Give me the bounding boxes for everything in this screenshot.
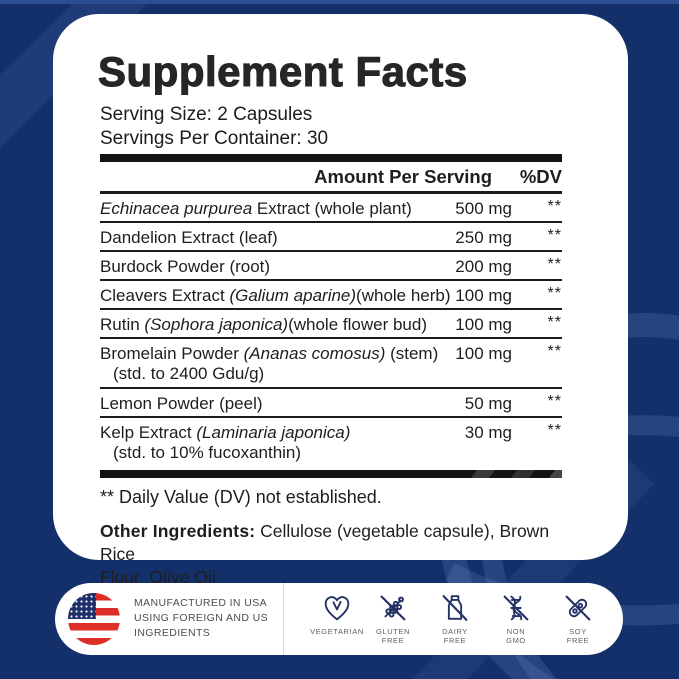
usa-flag-icon xyxy=(68,593,120,645)
panel-title: Supplement Facts xyxy=(97,48,468,95)
ingredient-table: Echinacea purpurea Extract (whole plant)… xyxy=(100,194,562,466)
badge-label: SOY FREE xyxy=(566,627,590,645)
badge-gluten-free: GLUTEN FREE xyxy=(358,591,428,645)
ingredient-row: Burdock Powder (root) 200 mg ** xyxy=(100,252,562,281)
ingredient-row: Lemon Powder (peel) 50 mg ** xyxy=(100,389,562,418)
column-header-dv: %DV xyxy=(519,166,562,187)
ingredient-amount: 100 mg xyxy=(455,286,512,305)
other-ingredients-line1: Cellulose (vegetable capsule), Brown Ric… xyxy=(100,521,554,564)
vegetarian-icon xyxy=(302,591,372,625)
other-ingredients-label: Other Ingredients: xyxy=(100,521,256,541)
ingredient-amount: 100 mg xyxy=(455,344,512,363)
ingredient-name: Kelp Extract (Laminaria japonica) (std. t… xyxy=(100,423,428,463)
serving-size-text: Serving Size: 2 Capsules xyxy=(100,104,313,125)
badge-bar: MANUFACTURED IN USA USING FOREIGN AND US… xyxy=(55,583,623,655)
flag-canton-stars xyxy=(68,593,96,619)
table-header-row: Amount Per Serving %DV xyxy=(100,162,562,194)
ingredient-amount: 500 mg xyxy=(455,199,512,218)
top-accent-line xyxy=(0,0,679,4)
ingredient-dv: ** xyxy=(547,256,562,273)
ingredient-name: Rutin (Sophora japonica)(whole flower bu… xyxy=(100,315,427,334)
badge-dairy-free: DAIRY FREE xyxy=(420,591,490,645)
ingredient-row: Cleavers Extract (Galium aparine)(whole … xyxy=(100,281,562,310)
other-ingredients: Other Ingredients: Cellulose (vegetable … xyxy=(100,520,562,589)
column-header-amount: Amount Per Serving xyxy=(314,166,492,187)
made-in-usa-text: MANUFACTURED IN USA USING FOREIGN AND US… xyxy=(134,596,268,641)
gluten-free-icon xyxy=(358,591,428,625)
ingredient-amount: 100 mg xyxy=(455,315,512,334)
dv-footnote: ** Daily Value (DV) not established. xyxy=(100,487,382,507)
badge-vegetarian: VEGETARIAN xyxy=(302,591,372,636)
ingredient-name: Cleavers Extract (Galium aparine)(whole … xyxy=(100,286,451,305)
ingredient-name: Bromelain Powder (Ananas comosus) (stem)… xyxy=(100,344,439,383)
ingredient-amount: 200 mg xyxy=(455,257,512,276)
ingredient-row: Echinacea purpurea Extract (whole plant)… xyxy=(100,194,562,223)
ingredient-dv: ** xyxy=(547,285,562,302)
ingredient-standardization: (std. to 10% fucoxanthin) xyxy=(113,443,302,462)
badge-non-gmo: NON GMO xyxy=(481,591,551,645)
ingredient-name: Lemon Powder (peel) xyxy=(100,394,263,413)
badge-label: VEGETARIAN xyxy=(310,627,364,636)
ingredient-dv: ** xyxy=(547,343,562,360)
ingredient-name: Echinacea purpurea Extract (whole plant) xyxy=(100,199,412,218)
ingredient-row: Rutin (Sophora japonica)(whole flower bu… xyxy=(100,310,562,339)
badge-soy-free: SOY FREE xyxy=(543,591,613,645)
ingredient-amount: 250 mg xyxy=(455,228,512,247)
made-in-line: MANUFACTURED IN USA xyxy=(134,597,268,609)
ingredient-name: Burdock Powder (root) xyxy=(100,257,271,276)
servings-per-container-text: Servings Per Container: 30 xyxy=(100,128,329,149)
badge-label: DAIRY FREE xyxy=(442,627,468,645)
thick-divider-top xyxy=(100,154,562,162)
ingredient-amount: 50 mg xyxy=(464,394,512,413)
made-in-line: INGREDIENTS xyxy=(134,627,211,639)
ingredient-row: Bromelain Powder (Ananas comosus) (stem)… xyxy=(100,339,562,389)
ingredient-name: Dandelion Extract (leaf) xyxy=(100,228,278,247)
badge-label: GLUTEN FREE xyxy=(375,627,411,645)
supplement-facts-panel: Supplement Facts Serving Size: 2 Capsule… xyxy=(53,14,628,587)
non-gmo-icon xyxy=(481,591,551,625)
other-ingredients-line2: Flour Olive Oil xyxy=(100,567,216,587)
ingredient-dv: ** xyxy=(547,227,562,244)
ingredient-row: Dandelion Extract (leaf) 250 mg ** xyxy=(100,223,562,252)
ingredient-dv: ** xyxy=(547,198,562,215)
soy-free-icon xyxy=(543,591,613,625)
ingredient-dv: ** xyxy=(547,393,562,410)
ingredient-amount: 30 mg xyxy=(464,423,512,442)
ingredient-dv: ** xyxy=(547,314,562,331)
badge-label: NON GMO xyxy=(506,627,526,645)
ingredient-row: Kelp Extract (Laminaria japonica) (std. t… xyxy=(100,418,562,466)
dairy-free-icon xyxy=(420,591,490,625)
ingredient-standardization: (std. to 2400 Gdu/g) xyxy=(113,364,265,383)
thick-divider-bottom xyxy=(100,470,562,478)
made-in-line: USING FOREIGN AND US xyxy=(134,612,269,624)
vertical-divider xyxy=(283,583,284,655)
ingredient-dv: ** xyxy=(547,422,562,439)
